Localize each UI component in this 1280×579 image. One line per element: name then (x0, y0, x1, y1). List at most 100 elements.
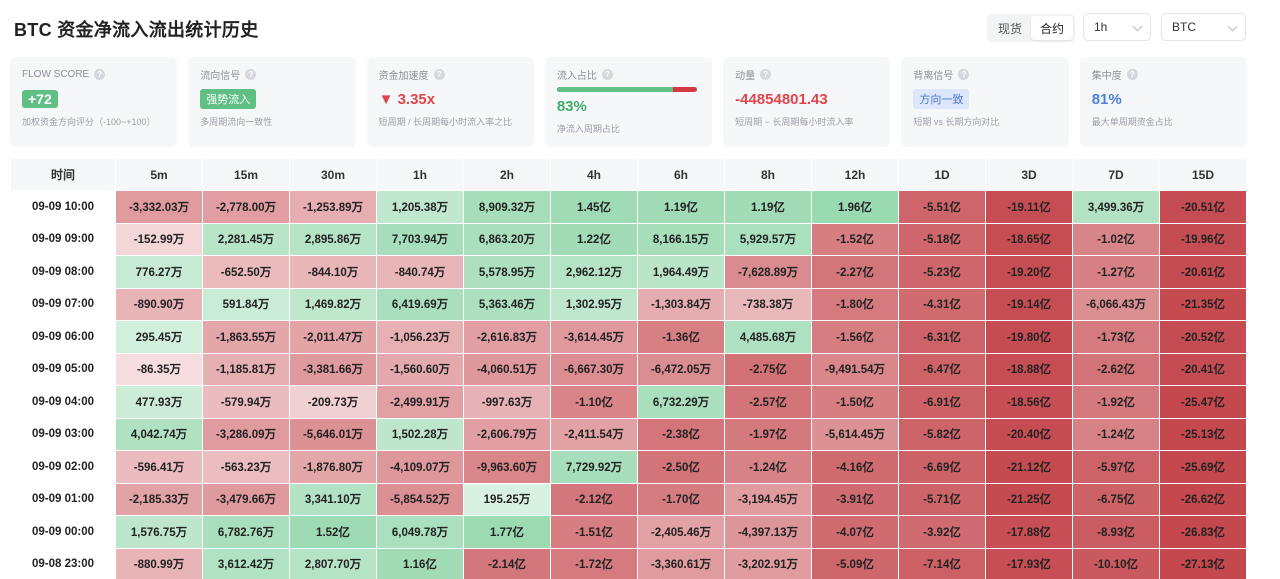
column-header-15m: 15m (203, 159, 289, 190)
flow-cell: -2.62亿 (1073, 353, 1159, 385)
flow-cell: -880.99万 (116, 548, 202, 579)
flow-cell: -2,185.33万 (116, 483, 202, 515)
flow-cell: 195.25万 (464, 483, 550, 515)
flow-cell: -9,963.60万 (464, 451, 550, 483)
flow-cell: -844.10万 (290, 256, 376, 288)
flow-cell: 1.19亿 (725, 191, 811, 223)
flow-cell: -1.50亿 (812, 386, 898, 418)
flow-cell: -1.24亿 (725, 451, 811, 483)
momentum-value: -44854801.43 (735, 90, 828, 108)
help-icon[interactable]: ? (94, 68, 106, 80)
flow-cell: -20.51亿 (1160, 191, 1246, 223)
concentration-value: 81% (1091, 90, 1122, 108)
table-row: 09-09 09:00 -152.99万 2,281.45万 2,895.86万 7,7… (11, 223, 1246, 255)
flow-cell: -25.13亿 (1160, 418, 1246, 450)
flow-cell: -596.41万 (116, 451, 202, 483)
table-row: 09-09 08:00 776.27万 -652.50万 -844.10万 -840.7… (11, 256, 1246, 288)
flow-cell: -2.27亿 (812, 256, 898, 288)
flow-cell: 5,578.95万 (464, 256, 550, 288)
interval-select[interactable]: 1h (1083, 13, 1151, 41)
flow-cell: -1.70亿 (638, 483, 724, 515)
flow-cell: -19.14亿 (986, 288, 1072, 320)
card-flow-score: FLOW SCORE? +72 加权资金方向评分（-100~+100） (10, 57, 178, 147)
flow-cell: 3,341.10万 (290, 483, 376, 515)
flow-cell: -3,479.66万 (203, 483, 289, 515)
flow-cell: 7,703.94万 (377, 223, 463, 255)
flow-cell: -2,616.83万 (464, 321, 550, 353)
flow-cell: 8,166.15万 (638, 223, 724, 255)
chevron-down-icon (1132, 21, 1143, 32)
card-momentum: 动量? -44854801.43 短周期 − 长周期每小时流入率 (723, 57, 891, 147)
flow-cell: -26.62亿 (1160, 483, 1246, 515)
flow-cell: 6,732.29万 (638, 386, 724, 418)
flow-cell: 8,909.32万 (464, 191, 550, 223)
flow-cell: -6.75亿 (1073, 483, 1159, 515)
flow-cell: 1,469.82万 (290, 288, 376, 320)
symbol-value: BTC (1172, 20, 1196, 34)
column-header-2h: 2h (464, 159, 550, 190)
column-header-15d: 15D (1160, 159, 1246, 190)
help-icon[interactable]: ? (1126, 68, 1138, 80)
flow-cell: -18.88亿 (986, 353, 1072, 385)
flow-cell: -1.80亿 (812, 288, 898, 320)
flow-cell: -5.09亿 (812, 548, 898, 579)
flow-cell: -7,628.89万 (725, 256, 811, 288)
row-time: 09-09 05:00 (11, 353, 115, 385)
flow-cell: -5.71亿 (899, 483, 985, 515)
flow-cell: -20.40亿 (986, 418, 1072, 450)
inflow-ratio-value: 83% (556, 97, 587, 115)
table-row: 09-09 00:00 1,576.75万 6,782.76万 1.52亿 6,049.… (11, 516, 1246, 548)
flow-cell: -3,332.03万 (116, 191, 202, 223)
flow-cell: -6,472.05万 (638, 353, 724, 385)
tab-spot[interactable]: 现货 (997, 21, 1022, 36)
flow-cell: 5,929.57万 (725, 223, 811, 255)
flow-cell: -652.50万 (203, 256, 289, 288)
flow-cell: -5.97亿 (1073, 451, 1159, 483)
help-icon[interactable]: ? (433, 68, 445, 80)
flow-cell: -6.31亿 (899, 321, 985, 353)
table-row: 09-09 03:00 4,042.74万 -3,286.09万 -5,646.01万… (11, 418, 1246, 450)
card-subtitle: 净流入周期占比 (556, 124, 620, 134)
flow-cell: -2.14亿 (464, 548, 550, 579)
interval-value: 1h (1094, 20, 1108, 34)
flow-cell: -579.94万 (203, 386, 289, 418)
column-header-6h: 6h (638, 159, 724, 190)
help-icon[interactable]: ? (245, 68, 257, 80)
tab-futures[interactable]: 合约 (1031, 16, 1073, 40)
flow-cell: -19.20亿 (986, 256, 1072, 288)
flow-cell: -3,194.45万 (725, 483, 811, 515)
flow-cell: -1.36亿 (638, 321, 724, 353)
table-row: 09-09 05:00 -86.35万 -1,185.81万 -3,381.66万 -1… (11, 353, 1246, 385)
table-row: 09-08 23:00 -880.99万 3,612.42万 2,807.70万 1.1… (11, 548, 1246, 579)
market-type-toggle[interactable]: 现货 合约 (987, 14, 1075, 42)
header: BTC 资金净流入流出统计历史 现货 合约 1h BTC (0, 8, 1280, 48)
card-label: 集中度 (1091, 70, 1122, 82)
card-concentration: 集中度? 81% 最大单周期资金占比 (1079, 57, 1247, 147)
flow-cell: -5.82亿 (899, 418, 985, 450)
flow-cell: -18.56亿 (986, 386, 1072, 418)
symbol-select[interactable]: BTC (1161, 13, 1246, 41)
flow-cell: 2,807.70万 (290, 548, 376, 579)
flow-cell: -7.14亿 (899, 548, 985, 579)
card-subtitle: 短周期 − 长周期每小时流入率 (735, 117, 854, 127)
flow-history-table: 时间 5m 15m 30m 1h 2h 4h 6h 8h 12h 1D 3D 7D 15D 09-09 1… (10, 158, 1247, 579)
flow-cell: -4,397.13万 (725, 516, 811, 548)
column-header-4h: 4h (551, 159, 637, 190)
flow-cell: 2,281.45万 (203, 223, 289, 255)
help-icon[interactable]: ? (958, 68, 970, 80)
inflow-ratio-bar (556, 87, 697, 92)
help-icon[interactable]: ? (601, 68, 613, 80)
flow-cell: -1,056.23万 (377, 321, 463, 353)
acceleration-value: ▼ 3.35x (378, 90, 436, 108)
flow-cell: -2,778.00万 (203, 191, 289, 223)
column-header-30m: 30m (290, 159, 376, 190)
flow-cell: -1.92亿 (1073, 386, 1159, 418)
flow-signal-badge: 强势流入 (200, 89, 257, 109)
help-icon[interactable]: ? (760, 68, 772, 80)
flow-cell: -5,854.52万 (377, 483, 463, 515)
flow-cell: -997.63万 (464, 386, 550, 418)
flow-cell: -6.69亿 (899, 451, 985, 483)
flow-cell: -1.56亿 (812, 321, 898, 353)
flow-cell: -17.88亿 (986, 516, 1072, 548)
chevron-down-icon (1227, 21, 1238, 32)
